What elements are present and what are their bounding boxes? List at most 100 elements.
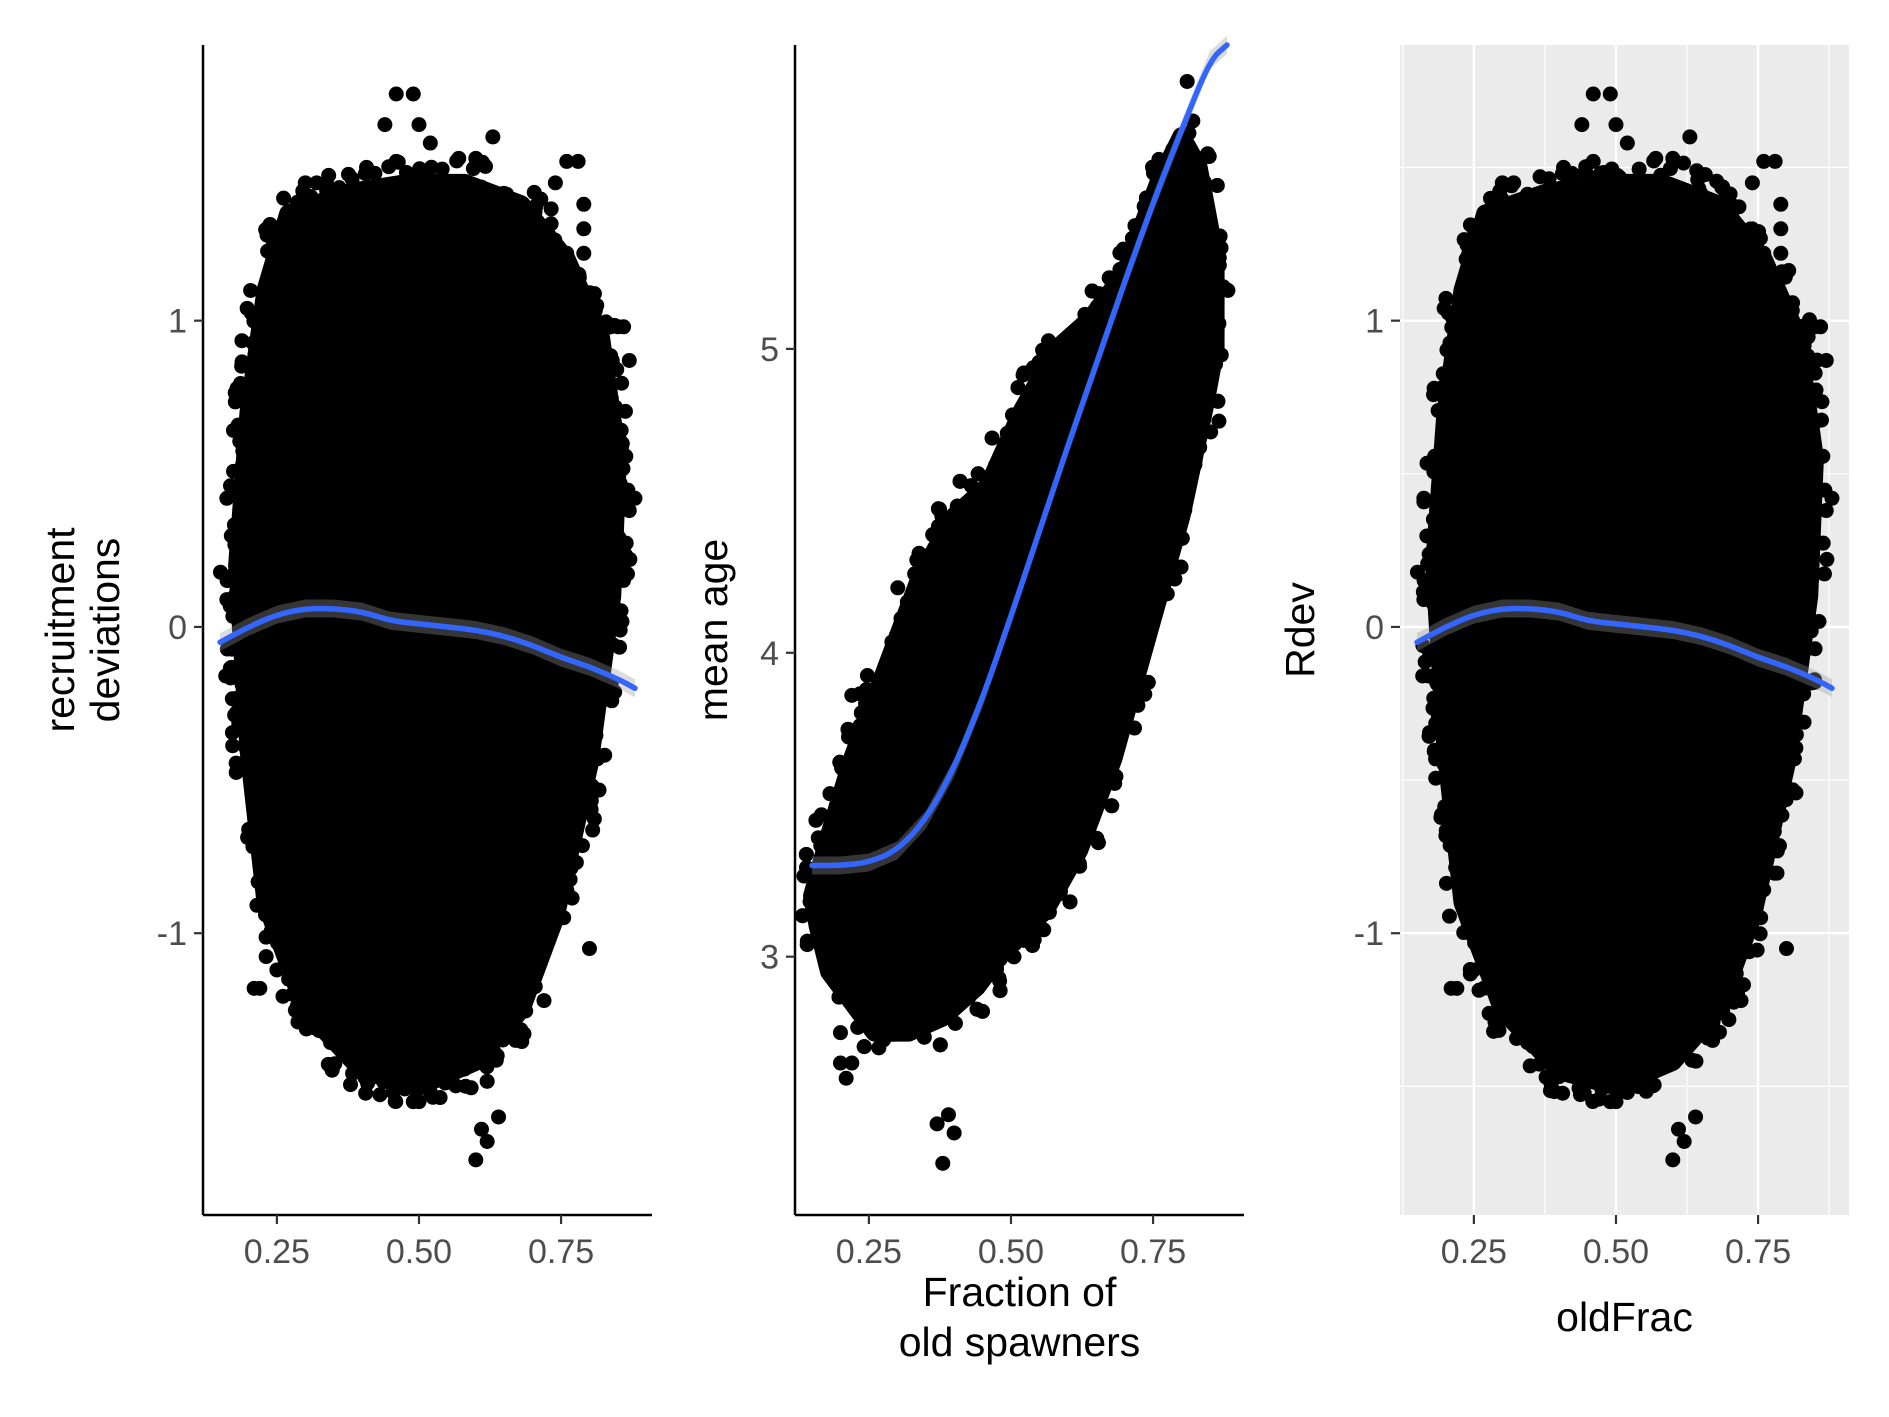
scatter-point (1494, 175, 1510, 191)
scatter-point (397, 1081, 413, 1097)
scatter-point (844, 1055, 860, 1071)
scatter-point (233, 717, 249, 733)
scatter-point (799, 933, 815, 949)
scatter-point (576, 196, 592, 212)
scatter-point (579, 292, 595, 308)
scatter-point (372, 1087, 388, 1103)
scatter-point (479, 1059, 495, 1075)
scatter-point (1577, 164, 1593, 180)
scatter-point (1795, 679, 1811, 695)
scatter-point (1192, 439, 1208, 455)
scatter-point (972, 977, 988, 993)
scatter-point (831, 989, 847, 1005)
scatter-point (1715, 179, 1731, 195)
scatter-point (345, 1065, 361, 1081)
x-tick-label: 0.75 (528, 1233, 594, 1271)
scatter-point (1211, 316, 1227, 332)
smooth-line (1414, 605, 1835, 691)
scatter-point (1089, 830, 1105, 846)
scatter-point (621, 503, 637, 519)
scatter-point (357, 1070, 373, 1086)
scatter-point (1416, 494, 1432, 510)
scatter-point (1648, 150, 1664, 166)
scatter-point (1604, 161, 1620, 177)
scatter-point (269, 220, 285, 236)
scatter-point (234, 354, 250, 370)
scatter-point (1177, 502, 1193, 518)
scatter-point (1102, 283, 1118, 299)
scatter-point (1438, 822, 1454, 838)
scatter-point (999, 425, 1015, 441)
scatter-point (1574, 117, 1590, 133)
scatter-point (802, 894, 818, 910)
scatter-point (975, 1003, 991, 1019)
scatter-point (1713, 1001, 1729, 1017)
scatter-point (1211, 413, 1227, 429)
scatter-point (1438, 290, 1454, 306)
scatter-point (576, 221, 592, 237)
scatter-point (1196, 174, 1212, 190)
scatter-point (1429, 501, 1445, 517)
point-cloud (795, 125, 1236, 1056)
scatter-point (1203, 424, 1219, 440)
scatter-point (479, 1133, 495, 1149)
scatter-point (1824, 490, 1840, 506)
scatter-point (1815, 535, 1831, 551)
scatter-point (1448, 860, 1464, 876)
scatter-point (1585, 86, 1601, 102)
scatter-point (1554, 166, 1570, 182)
scatter-point (366, 1054, 382, 1070)
scatter-point (1716, 245, 1732, 261)
scatter-point (1665, 150, 1681, 166)
scatter-point (1672, 1046, 1688, 1062)
scatter-point (1619, 1084, 1635, 1100)
scatter-point (1804, 572, 1820, 588)
scatter-point (246, 980, 262, 996)
scatter-point (617, 403, 633, 419)
scatter-point (377, 117, 393, 133)
scatter-point (1173, 559, 1189, 575)
scatter-point (1155, 582, 1171, 598)
scatter-point (1010, 380, 1026, 396)
scatter-point (1115, 241, 1131, 257)
scatter-point (248, 811, 264, 827)
scatter-point (232, 433, 248, 449)
scatter-point (1563, 1054, 1579, 1070)
scatter-point (1509, 1030, 1525, 1046)
scatter-point (491, 1109, 507, 1125)
scatter-point (559, 153, 575, 169)
scatter-point (1798, 642, 1814, 658)
scatter-point (1716, 212, 1732, 228)
scatter-point (1138, 190, 1154, 206)
scatter-point (495, 1032, 511, 1048)
scatter-point (613, 603, 629, 619)
scatter-point (596, 318, 612, 334)
scatter-point (1194, 414, 1210, 430)
scatter-point (1702, 1017, 1718, 1033)
scatter-point (1062, 894, 1078, 910)
scatter-point (1210, 393, 1226, 409)
scatter-point (1071, 812, 1087, 828)
scatter-point (235, 456, 251, 472)
scatter-point (876, 1032, 892, 1048)
scatter-point (230, 417, 246, 433)
scatter-point (1050, 886, 1066, 902)
scatter-point (1438, 875, 1454, 891)
y-axis-title: deviations (82, 538, 128, 723)
scatter-point (559, 245, 575, 261)
scatter-point (1768, 266, 1784, 282)
scatter-point (1682, 129, 1698, 145)
scatter-point (1744, 175, 1760, 191)
scatter-point (1024, 937, 1040, 953)
y-axis-title: mean age (690, 539, 736, 721)
x-tick-label: 0.75 (1120, 1233, 1186, 1271)
scatter-point (1818, 503, 1834, 519)
scatter-point (212, 564, 228, 580)
scatter-point (1415, 584, 1431, 600)
scatter-point (605, 637, 621, 653)
scatter-point (609, 506, 625, 522)
scatter-point (1443, 980, 1459, 996)
scatter-point (1428, 715, 1444, 731)
scatter-point (1778, 941, 1794, 957)
scatter-point (1426, 387, 1442, 403)
